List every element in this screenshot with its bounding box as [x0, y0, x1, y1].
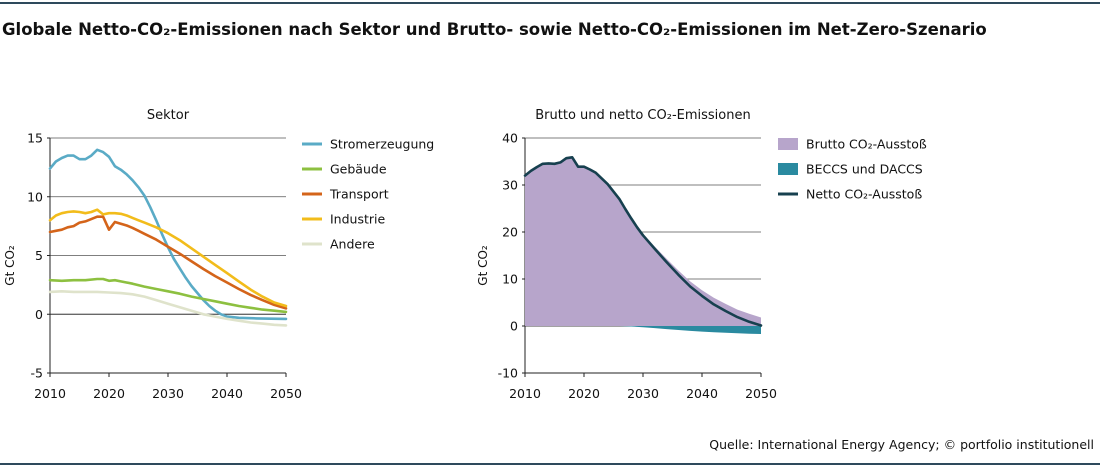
line-stromerzeugung — [48, 148, 288, 321]
top-rule — [0, 2, 1100, 4]
line-andere — [48, 290, 288, 327]
line-transport — [48, 215, 288, 310]
x-tick-label: 2020 — [93, 386, 125, 401]
legend-swatch — [778, 138, 798, 150]
legend-label: Industrie — [330, 212, 385, 227]
x-tick-label: 2030 — [627, 386, 659, 401]
legend-label: Gebäude — [330, 162, 387, 177]
y-axis-label: Gt CO₂ — [476, 245, 490, 286]
line-gebäude — [48, 277, 288, 314]
y-tick-label: 0 — [35, 307, 43, 322]
x-tick-label: 2030 — [152, 386, 184, 401]
area-brutto-co-ausstoß — [525, 157, 761, 326]
y-tick-label: -10 — [498, 366, 518, 381]
legend-label: Netto CO₂-Ausstoß — [806, 187, 922, 202]
y-tick-label: 10 — [27, 189, 43, 204]
legend-swatch — [778, 163, 798, 175]
legend-label: Transport — [329, 187, 389, 202]
panel-title: Sektor — [147, 108, 190, 123]
y-tick-label: 10 — [502, 272, 518, 287]
x-tick-label: 2050 — [270, 386, 302, 401]
y-tick-label: 30 — [502, 178, 518, 193]
y-tick-label: 0 — [510, 319, 518, 334]
area-beccs-und-daccs — [525, 326, 761, 334]
bottom-rule — [0, 463, 1100, 465]
y-tick-label: 20 — [502, 225, 518, 240]
source-note: Quelle: International Energy Agency; © p… — [709, 437, 1094, 452]
y-axis-label: Gt CO₂ — [3, 245, 17, 286]
x-tick-label: 2010 — [34, 386, 66, 401]
x-tick-label: 2050 — [745, 386, 777, 401]
x-tick-label: 2010 — [509, 386, 541, 401]
y-tick-label: 5 — [35, 248, 43, 263]
x-tick-label: 2040 — [686, 386, 718, 401]
page-title: Globale Netto-CO₂-Emissionen nach Sektor… — [2, 20, 987, 39]
legend-label: Brutto CO₂-Ausstoß — [806, 137, 927, 152]
legend-label: Stromerzeugung — [330, 137, 434, 152]
panel-title: Brutto und netto CO₂-Emissionen — [535, 108, 750, 123]
legend-label: BECCS und DACCS — [806, 162, 923, 177]
y-tick-label: 40 — [502, 131, 518, 146]
y-tick-label: 15 — [27, 131, 43, 146]
x-tick-label: 2040 — [211, 386, 243, 401]
line-netto-co-ausstoß — [523, 156, 763, 327]
legend-label: Andere — [330, 237, 375, 252]
y-tick-label: -5 — [31, 366, 43, 381]
line-industrie — [48, 208, 288, 308]
x-tick-label: 2020 — [568, 386, 600, 401]
